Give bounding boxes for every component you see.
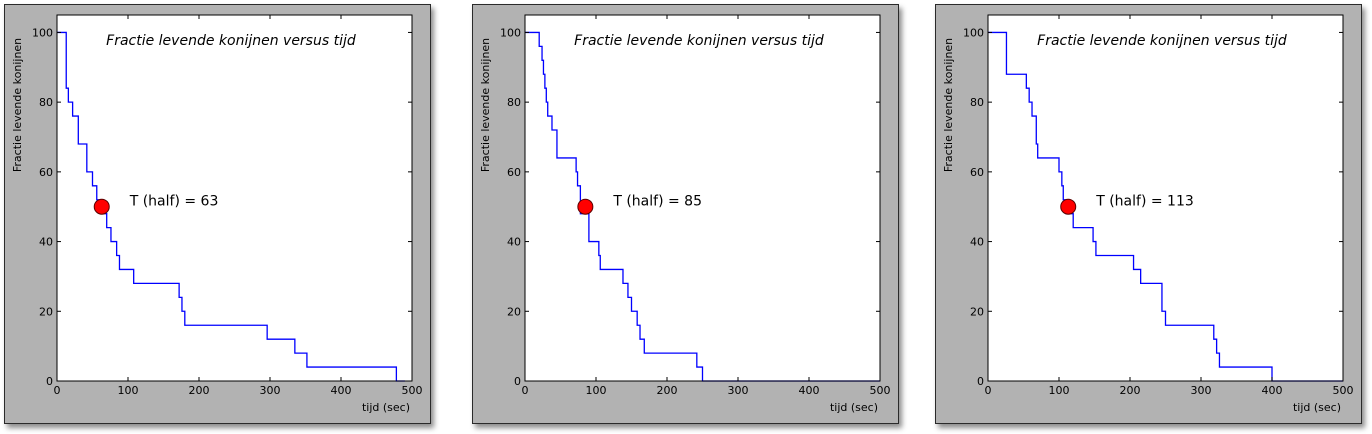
x-tick-label: 300 [728, 384, 749, 397]
plot-area [57, 15, 412, 381]
x-tick-label: 400 [799, 384, 820, 397]
y-tick-label: 80 [39, 96, 53, 109]
y-axis-label: Fractie levende konijnen [942, 38, 955, 172]
x-tick-label: 300 [260, 384, 281, 397]
y-tick-label: 40 [970, 236, 984, 249]
x-tick-label: 100 [1049, 384, 1070, 397]
y-tick-label: 100 [500, 26, 521, 39]
y-tick-label: 60 [970, 166, 984, 179]
y-tick-label: 20 [39, 305, 53, 318]
chart-title: Fractie levende konijnen versus tijd [574, 33, 824, 49]
y-axis-label: Fractie levende konijnen [479, 38, 492, 172]
x-tick-label: 500 [402, 384, 423, 397]
y-tick-label: 20 [970, 305, 984, 318]
x-tick-label: 200 [657, 384, 678, 397]
y-tick-label: 80 [507, 96, 521, 109]
y-tick-label: 0 [46, 375, 53, 388]
chart-svg-2: 0 100 200 300 400 500 0 20 40 60 80 100 Fractie leve… [479, 14, 891, 414]
chart-title: Fractie levende konijnen versus tijd [1037, 33, 1287, 49]
x-tick-label: 100 [118, 384, 139, 397]
plot-area [525, 15, 880, 381]
survival-step-line [57, 31, 405, 382]
y-axis-label: Fractie levende konijnen [11, 38, 24, 172]
y-tick-label: 0 [514, 375, 521, 388]
y-tick-label: 60 [39, 166, 53, 179]
half-life-annotation: T (half) = 113 [1095, 194, 1194, 210]
half-life-marker [93, 198, 110, 215]
x-tick-label: 300 [1191, 384, 1212, 397]
y-tick-label: 40 [507, 236, 521, 249]
x-axis-label: tijd (sec) [362, 401, 410, 414]
y-tick-label: 20 [507, 305, 521, 318]
y-tick-label: 100 [32, 26, 53, 39]
y-tick-label: 40 [39, 236, 53, 249]
x-axis-label: tijd (sec) [1293, 401, 1341, 414]
half-life-annotation: T (half) = 85 [612, 194, 702, 210]
y-tick-label: 0 [977, 375, 984, 388]
x-tick-label: 500 [1333, 384, 1354, 397]
axes-frame [56, 14, 413, 382]
x-tick-label: 100 [586, 384, 607, 397]
chart-svg-3: 0 100 200 300 400 500 0 20 40 60 80 100 Fractie leve… [942, 14, 1354, 414]
half-life-marker [577, 198, 594, 215]
axes-frame [987, 14, 1344, 382]
half-life-annotation: T (half) = 63 [129, 194, 219, 210]
survival-step-line [988, 31, 1343, 382]
chart-title: Fractie levende konijnen versus tijd [106, 33, 356, 49]
x-tick-label: 0 [522, 384, 529, 397]
chart-panel-1: 0 100 200 300 400 500 0 20 40 60 80 100 Fractie leve… [4, 4, 431, 424]
y-tick-label: 100 [963, 26, 984, 39]
x-tick-label: 400 [1262, 384, 1283, 397]
axes-frame [524, 14, 881, 382]
x-tick-label: 0 [54, 384, 61, 397]
half-life-marker [1060, 198, 1077, 215]
y-tick-label: 60 [507, 166, 521, 179]
x-tick-label: 200 [1120, 384, 1141, 397]
x-tick-label: 200 [189, 384, 210, 397]
x-tick-label: 400 [331, 384, 352, 397]
x-tick-label: 500 [870, 384, 891, 397]
chart-panel-2: 0 100 200 300 400 500 0 20 40 60 80 100 Fractie leve… [472, 4, 899, 424]
chart-svg-1: 0 100 200 300 400 500 0 20 40 60 80 100 Fractie leve… [11, 14, 423, 414]
y-tick-label: 80 [970, 96, 984, 109]
chart-panel-3: 0 100 200 300 400 500 0 20 40 60 80 100 Fractie leve… [935, 4, 1362, 424]
x-axis-label: tijd (sec) [830, 401, 878, 414]
x-tick-label: 0 [985, 384, 992, 397]
